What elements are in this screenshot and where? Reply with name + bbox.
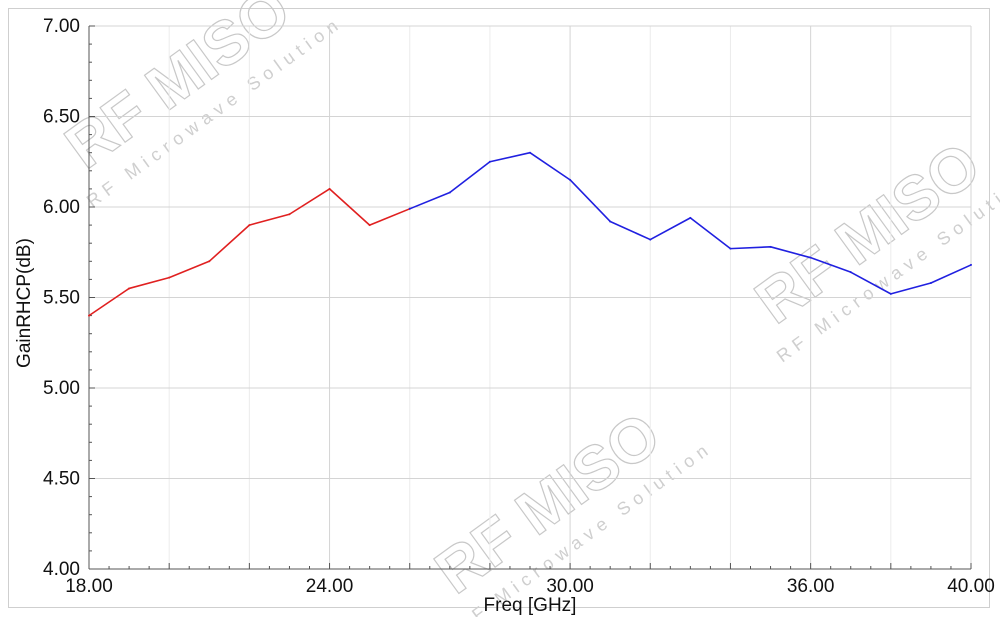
x-tick-label: 24.00 — [306, 576, 354, 597]
y-tick-label: 5.00 — [43, 378, 80, 399]
watermark-brand: RF MISO — [53, 0, 303, 182]
data-point — [88, 314, 90, 317]
data-point — [168, 276, 171, 279]
series-layer — [88, 151, 972, 317]
x-tick-label: 30.00 — [546, 576, 594, 597]
data-point — [609, 220, 612, 223]
data-point — [809, 256, 812, 259]
data-point — [448, 191, 451, 194]
data-point — [970, 263, 972, 266]
y-tick-label: 5.50 — [43, 288, 80, 309]
x-axis-title: Freq [GHz] — [484, 595, 577, 616]
y-tick-label: 7.00 — [43, 16, 80, 37]
data-point — [529, 151, 531, 154]
data-point — [729, 247, 732, 250]
data-point — [248, 224, 251, 227]
data-point — [208, 260, 211, 263]
data-point — [569, 178, 572, 181]
data-point — [408, 207, 411, 210]
x-tick-label: 18.00 — [65, 576, 113, 597]
axes-layer — [88, 25, 972, 570]
chart-frame — [8, 8, 990, 608]
data-point — [689, 216, 692, 219]
tick-labels-layer: 4.00 4.50 5.00 5.50 6.00 6.50 7.00 18.00 24.00 30… — [43, 16, 995, 597]
data-point — [929, 282, 932, 285]
data-point — [649, 238, 652, 241]
x-tick-label: 40.00 — [947, 576, 995, 597]
y-tick-label: 4.00 — [43, 559, 80, 580]
y-axis-title: GainRHCP(dB) — [14, 238, 35, 368]
x-tick-label: 36.00 — [787, 576, 835, 597]
y-tick-label: 6.00 — [43, 197, 80, 218]
data-point — [889, 292, 892, 295]
data-point — [769, 245, 772, 248]
y-tick-label: 4.50 — [43, 469, 80, 490]
data-point — [849, 271, 852, 274]
data-point — [368, 224, 371, 227]
data-point — [328, 187, 331, 190]
y-tick-label: 6.50 — [43, 107, 80, 128]
data-point — [128, 287, 131, 290]
data-point — [288, 213, 291, 216]
data-point — [488, 160, 491, 163]
